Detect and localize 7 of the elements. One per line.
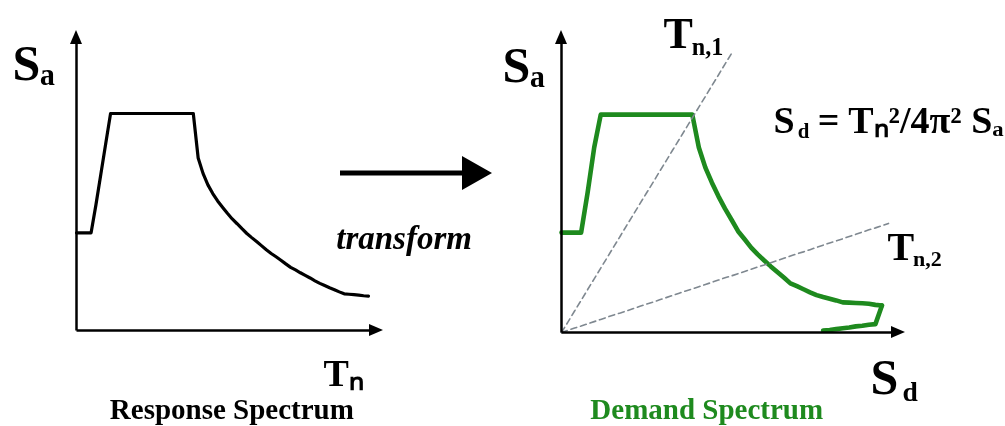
y-axis-title: Sₐ <box>12 35 56 91</box>
text: = Tₙ²/4π² Sₐ <box>817 99 1004 142</box>
text: Response Spectrum <box>109 392 354 425</box>
annotation: transform <box>336 219 472 256</box>
y-axis-title: Sₐ <box>502 37 546 93</box>
text: Demand Spectrum <box>590 392 824 425</box>
x-axis-title: Tₙ <box>323 352 364 395</box>
